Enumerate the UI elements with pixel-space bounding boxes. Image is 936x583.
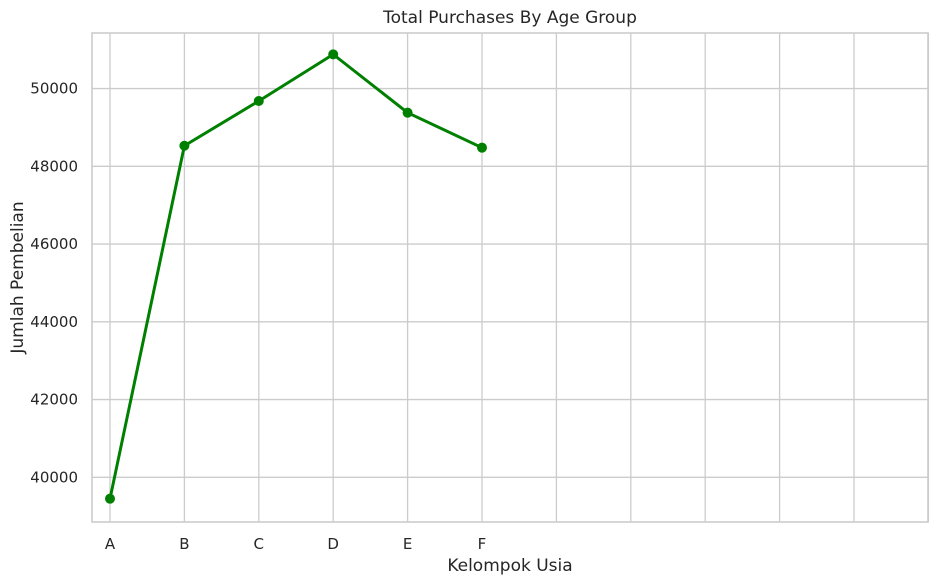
y-tick-label: 42000 <box>30 391 78 409</box>
data-point <box>253 96 264 107</box>
y-axis-ticks: 40000 42000 44000 46000 48000 50000 <box>30 80 78 487</box>
x-tick-label: A <box>105 535 116 553</box>
data-point <box>179 140 190 151</box>
series-line <box>108 52 484 501</box>
x-tick-label: B <box>179 535 189 553</box>
x-axis-ticks: A B C D E F <box>105 535 486 553</box>
plot-area-frame <box>91 32 929 523</box>
y-tick-label: 50000 <box>30 80 78 98</box>
x-tick-label: E <box>403 535 412 553</box>
x-tick-label: C <box>254 535 264 553</box>
x-tick-label: F <box>478 535 487 553</box>
y-tick-label: 48000 <box>30 157 78 175</box>
y-axis-label: Jumlah Pembelian <box>8 201 28 354</box>
series-layer <box>105 49 487 504</box>
data-point <box>328 49 339 60</box>
chart-title: Total Purchases By Age Group <box>382 8 637 28</box>
y-tick-label: 40000 <box>30 468 78 486</box>
x-tick-label: D <box>327 535 339 553</box>
data-point <box>477 142 487 153</box>
gridlines <box>92 33 930 522</box>
y-tick-label: 44000 <box>30 313 78 331</box>
data-point <box>105 493 115 504</box>
x-axis-label: Kelompok Usia <box>447 556 572 576</box>
y-tick-label: 46000 <box>30 235 78 253</box>
data-point <box>402 107 413 118</box>
